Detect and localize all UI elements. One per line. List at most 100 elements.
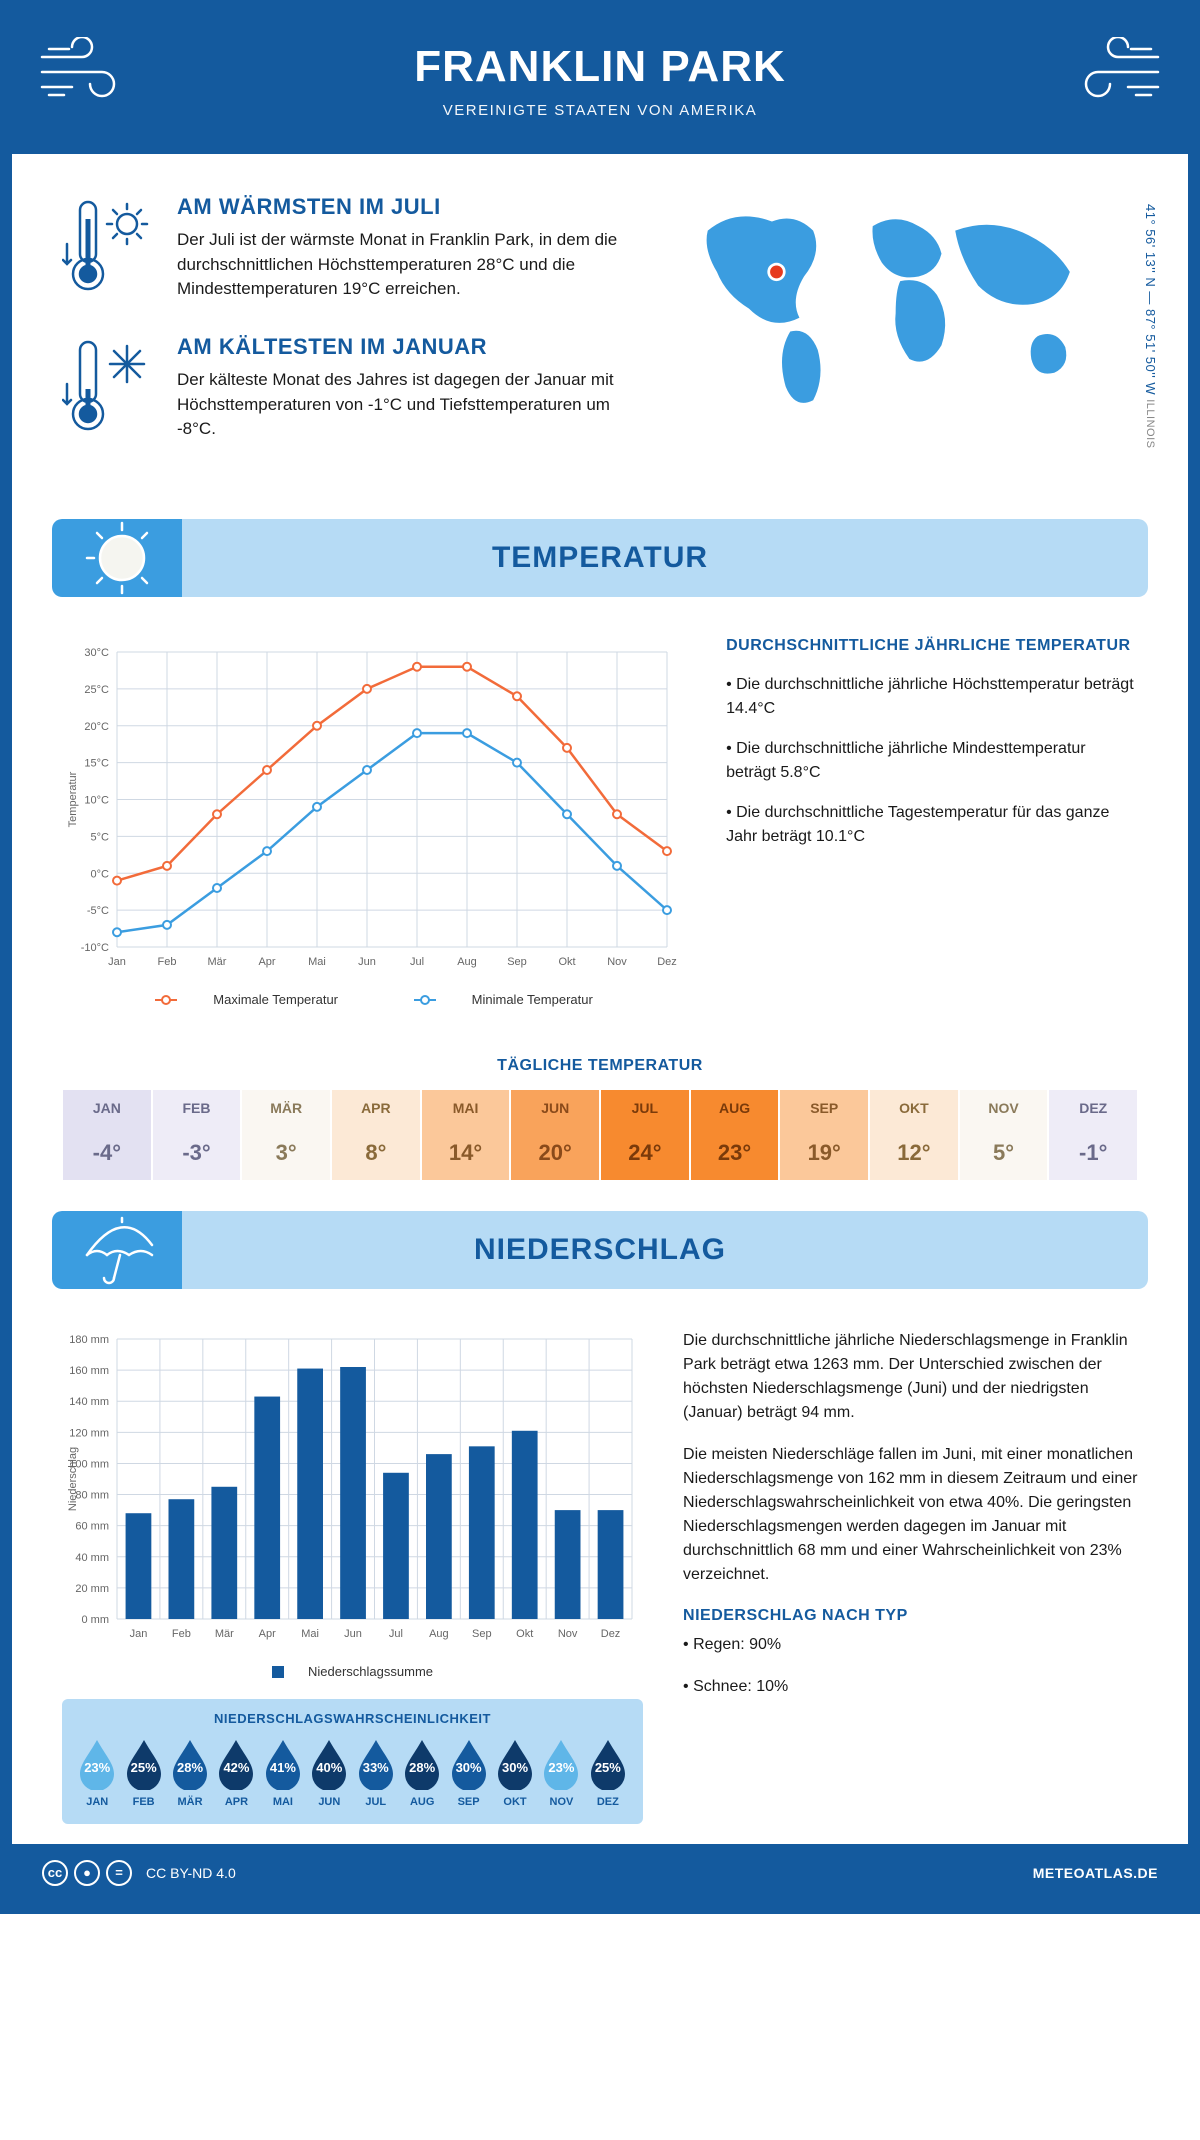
daily-temp-cell: MAI14° — [421, 1089, 511, 1181]
svg-text:Apr: Apr — [258, 956, 275, 968]
fact-cold-title: AM KÄLTESTEN IM JANUAR — [177, 334, 622, 360]
svg-text:Aug: Aug — [457, 956, 477, 968]
temperature-banner: TEMPERATUR — [52, 519, 1148, 597]
precip-prob-drop: 23%NOV — [540, 1738, 582, 1808]
svg-text:Jan: Jan — [130, 1628, 148, 1640]
svg-text:40 mm: 40 mm — [75, 1552, 109, 1564]
daily-temp-cell: SEP19° — [779, 1089, 869, 1181]
precip-type-bullet: • Schnee: 10% — [683, 1675, 1138, 1699]
svg-text:25°C: 25°C — [84, 684, 109, 696]
temp-bullet: • Die durchschnittliche jährliche Mindes… — [726, 737, 1138, 785]
fact-warm-text: Der Juli ist der wärmste Monat in Frankl… — [177, 228, 622, 302]
precip-prob-drop: 23%JAN — [76, 1738, 118, 1808]
svg-text:5°C: 5°C — [91, 831, 110, 843]
svg-text:Nov: Nov — [558, 1628, 578, 1640]
svg-text:120 mm: 120 mm — [69, 1427, 109, 1439]
precip-prob-drop: 25%FEB — [122, 1738, 164, 1808]
precip-prob-drop: 41%MAI — [262, 1738, 304, 1808]
daily-temp-cell: AUG23° — [690, 1089, 780, 1181]
precip-prob-drop: 28%MÄR — [169, 1738, 211, 1808]
svg-text:60 mm: 60 mm — [75, 1521, 109, 1533]
precip-prob-drop: 28%AUG — [401, 1738, 443, 1808]
precip-paragraph: Die meisten Niederschläge fallen im Juni… — [683, 1443, 1138, 1587]
daily-temp-cell: JUL24° — [600, 1089, 690, 1181]
precipitation-banner: NIEDERSCHLAG — [52, 1211, 1148, 1289]
daily-temp-cell: MÄR3° — [241, 1089, 331, 1181]
svg-text:Dez: Dez — [601, 1628, 621, 1640]
temp-bullet: • Die durchschnittliche Tagestemperatur … — [726, 801, 1138, 849]
svg-text:0°C: 0°C — [91, 868, 110, 880]
precip-chart-legend: Niederschlagssumme — [62, 1664, 643, 1679]
precip-probability-box: NIEDERSCHLAGSWAHRSCHEINLICHKEIT 23%JAN25… — [62, 1699, 643, 1824]
cc-icons: cc ● = — [42, 1860, 132, 1886]
section-title-precip: NIEDERSCHLAG — [82, 1233, 1118, 1267]
svg-text:30°C: 30°C — [84, 647, 109, 659]
intro-section: AM WÄRMSTEN IM JULI Der Juli ist der wär… — [12, 154, 1188, 504]
precip-prob-drop: 42%APR — [215, 1738, 257, 1808]
svg-text:Jan: Jan — [108, 956, 126, 968]
daily-temp-cell: FEB-3° — [152, 1089, 242, 1181]
precip-type-bullet: • Regen: 90% — [683, 1633, 1138, 1657]
svg-text:15°C: 15°C — [84, 757, 109, 769]
svg-text:Mai: Mai — [301, 1628, 319, 1640]
svg-text:Feb: Feb — [172, 1628, 191, 1640]
svg-text:Niederschlag: Niederschlag — [67, 1447, 79, 1511]
svg-text:20 mm: 20 mm — [75, 1583, 109, 1595]
thermometer-cold-icon — [62, 334, 157, 439]
precip-prob-title: NIEDERSCHLAGSWAHRSCHEINLICHKEIT — [76, 1711, 629, 1726]
svg-text:0 mm: 0 mm — [82, 1614, 110, 1626]
daily-temp-cell: JAN-4° — [62, 1089, 152, 1181]
temp-bullet: • Die durchschnittliche jährliche Höchst… — [726, 673, 1138, 721]
temp-info-heading: DURCHSCHNITTLICHE JÄHRLICHE TEMPERATUR — [726, 637, 1138, 655]
footer: cc ● = CC BY-ND 4.0 METEOATLAS.DE — [12, 1844, 1188, 1902]
site-name: METEOATLAS.DE — [1033, 1865, 1158, 1881]
svg-text:Jul: Jul — [410, 956, 424, 968]
by-icon: ● — [74, 1860, 100, 1886]
svg-text:Mär: Mär — [215, 1628, 234, 1640]
temperature-line-chart: -10°C-5°C0°C5°C10°C15°C20°C25°C30°CJanFe… — [62, 637, 682, 977]
fact-cold-text: Der kälteste Monat des Jahres ist dagege… — [177, 368, 622, 442]
daily-temp-cell: OKT12° — [869, 1089, 959, 1181]
svg-text:180 mm: 180 mm — [69, 1334, 109, 1346]
svg-text:140 mm: 140 mm — [69, 1396, 109, 1408]
precip-prob-drop: 30%SEP — [447, 1738, 489, 1808]
nd-icon: = — [106, 1860, 132, 1886]
section-title-temp: TEMPERATUR — [82, 541, 1118, 575]
svg-text:Jul: Jul — [389, 1628, 403, 1640]
svg-text:Apr: Apr — [259, 1628, 276, 1640]
svg-text:Jun: Jun — [344, 1628, 362, 1640]
precip-paragraph: Die durchschnittliche jährliche Niedersc… — [683, 1329, 1138, 1425]
svg-text:160 mm: 160 mm — [69, 1365, 109, 1377]
precip-prob-drop: 25%DEZ — [587, 1738, 629, 1808]
svg-text:Feb: Feb — [158, 956, 177, 968]
precipitation-bar-chart: 0 mm20 mm40 mm60 mm80 mm100 mm120 mm140 … — [62, 1329, 642, 1649]
umbrella-icon — [52, 1211, 182, 1289]
header: FRANKLIN PARK VEREINIGTE STAATEN VON AME… — [12, 12, 1188, 154]
daily-temp-cell: NOV5° — [959, 1089, 1049, 1181]
svg-text:80 mm: 80 mm — [75, 1489, 109, 1501]
svg-text:-5°C: -5°C — [87, 905, 109, 917]
svg-text:-10°C: -10°C — [81, 942, 109, 954]
license-text: CC BY-ND 4.0 — [146, 1865, 236, 1881]
svg-text:Okt: Okt — [558, 956, 575, 968]
coordinates: 41° 56' 13'' N — 87° 51' 50'' W ILLINOIS — [1143, 204, 1158, 448]
daily-temp-grid: JAN-4°FEB-3°MÄR3°APR8°MAI14°JUN20°JUL24°… — [62, 1089, 1138, 1181]
svg-text:Mär: Mär — [208, 956, 227, 968]
precip-type-heading: NIEDERSCHLAG NACH TYP — [683, 1607, 1138, 1625]
wind-icon — [37, 37, 147, 107]
page-title: FRANKLIN PARK — [32, 42, 1168, 92]
svg-text:Aug: Aug — [429, 1628, 449, 1640]
daily-temp-cell: APR8° — [331, 1089, 421, 1181]
svg-text:20°C: 20°C — [84, 721, 109, 733]
fact-warm-title: AM WÄRMSTEN IM JULI — [177, 194, 622, 220]
svg-text:Dez: Dez — [657, 956, 677, 968]
svg-text:Jun: Jun — [358, 956, 376, 968]
svg-text:Mai: Mai — [308, 956, 326, 968]
precip-prob-drop: 33%JUL — [355, 1738, 397, 1808]
svg-text:Sep: Sep — [472, 1628, 492, 1640]
sun-icon — [52, 519, 182, 597]
thermometer-hot-icon — [62, 194, 157, 299]
temp-chart-legend: Maximale Temperatur Minimale Temperatur — [62, 992, 686, 1007]
wind-icon — [1053, 37, 1163, 107]
fact-coldest: AM KÄLTESTEN IM JANUAR Der kälteste Mona… — [62, 334, 622, 442]
